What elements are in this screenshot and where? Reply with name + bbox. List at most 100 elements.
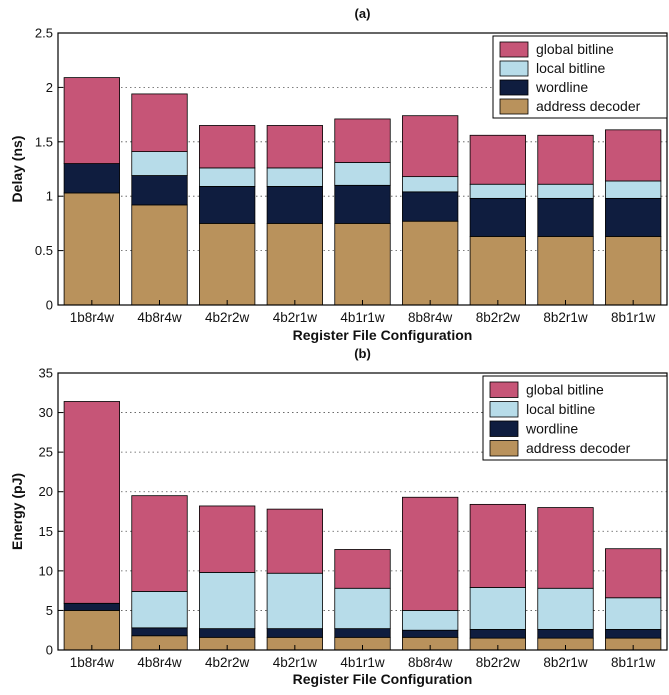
delay-bar-address-decoder (266, 222, 323, 306)
delay-bar-address-decoder (131, 204, 188, 306)
delay-bar-local-bitline (469, 183, 526, 199)
delay-bar-global-bitline (131, 93, 188, 152)
delay-ytick-label: 0.5 (35, 243, 53, 258)
energy-category-label: 8b2r1w (543, 655, 588, 670)
delay-bar-address-decoder (605, 236, 662, 306)
delay-bar-wordline (605, 197, 662, 237)
energy-category-label: 8b2r2w (476, 655, 521, 670)
energy-x-axis-label: Register File Configuration (293, 671, 473, 687)
energy-category-label: 4b1r1w (340, 655, 385, 670)
energy-bar-wordline (266, 628, 323, 638)
delay-ytick-label: 1.5 (35, 134, 53, 149)
delay-bar-address-decoder (402, 220, 459, 306)
delay-legend-swatch (499, 41, 529, 58)
energy-bar-global-bitline (402, 496, 459, 611)
energy-bar-wordline (469, 629, 526, 639)
delay-bar-global-bitline (199, 125, 256, 169)
delay-y-axis-label: Delay (ns) (9, 136, 25, 203)
energy-axes-frame (57, 372, 668, 651)
energy-ytick-label: 15 (39, 524, 53, 539)
delay-bar-global-bitline (402, 115, 459, 178)
delay-legend-label: address decoder (536, 98, 641, 114)
energy-legend-label: local bitline (526, 401, 595, 417)
energy-ytick-label: 0 (46, 643, 53, 658)
energy-category-label: 1b8r4w (70, 655, 115, 670)
delay-bar-local-bitline (266, 167, 323, 187)
delay-ytick-label: 1 (46, 189, 53, 204)
energy-bar-local-bitline (605, 597, 662, 630)
delay-bar-address-decoder (537, 236, 594, 306)
delay-bar-global-bitline (469, 134, 526, 185)
delay-bar-local-bitline (131, 151, 188, 176)
delay-bar-wordline (402, 191, 459, 222)
energy-ytick-label: 20 (39, 484, 53, 499)
energy-bar-local-bitline (469, 587, 526, 630)
delay-bar-wordline (334, 184, 391, 224)
delay-bar-local-bitline (537, 183, 594, 199)
delay-bar-wordline (199, 186, 256, 224)
energy-bar-wordline (63, 602, 120, 611)
delay-ytick-label: 0 (46, 298, 53, 313)
energy-category-label: 4b2r2w (205, 655, 250, 670)
delay-bar-global-bitline (334, 118, 391, 163)
delay-bar-local-bitline (402, 176, 459, 193)
delay-bar-global-bitline (605, 129, 662, 182)
delay-legend-swatch (499, 60, 529, 77)
delay-bar-address-decoder (469, 236, 526, 306)
delay-bar-wordline (131, 175, 188, 206)
energy-bar-wordline (131, 627, 188, 637)
energy-ytick-label: 10 (39, 563, 53, 578)
delay-panel: (a) 0 0.5 1 1.5 2 2.5 1b8r4w 4b8r4w 4b2r2w 4b2r1w 4… (9, 6, 668, 343)
delay-legend-label: wordline (535, 79, 588, 95)
delay-bar-wordline (63, 163, 120, 194)
energy-bar-global-bitline (334, 549, 391, 589)
delay-category-label: 4b2r1w (273, 310, 318, 325)
delay-category-label: 4b1r1w (340, 310, 385, 325)
delay-legend-label: local bitline (536, 60, 605, 76)
delay-axes-frame (57, 32, 668, 306)
delay-bar-local-bitline (605, 180, 662, 199)
energy-category-label: 8b8r4w (408, 655, 453, 670)
energy-legend-swatch (489, 420, 519, 437)
delay-ytick-label: 2.5 (35, 26, 53, 41)
delay-category-label: 8b2r2w (476, 310, 521, 325)
delay-bar-address-decoder (334, 222, 391, 306)
delay-bar-local-bitline (199, 167, 256, 187)
energy-bar-wordline (605, 629, 662, 639)
delay-category-label: 8b1r1w (611, 310, 656, 325)
delay-bar-global-bitline (63, 77, 120, 164)
energy-legend-swatch (489, 440, 519, 457)
delay-bar-address-decoder (199, 222, 256, 306)
delay-category-label: 4b8r4w (137, 310, 182, 325)
energy-legend-label: wordline (525, 421, 578, 437)
delay-category-label: 1b8r4w (70, 310, 115, 325)
delay-bar-global-bitline (537, 134, 594, 185)
energy-ytick-label: 35 (39, 366, 53, 381)
delay-bar-global-bitline (266, 125, 323, 169)
energy-bar-global-bitline (605, 548, 662, 599)
energy-bar-wordline (402, 629, 459, 638)
energy-bar-global-bitline (131, 495, 188, 592)
energy-bar-global-bitline (469, 503, 526, 588)
delay-bar-wordline (469, 197, 526, 237)
delay-bar-wordline (266, 186, 323, 224)
energy-bar-local-bitline (537, 587, 594, 630)
delay-category-label: 8b2r1w (543, 310, 588, 325)
energy-bar-global-bitline (199, 505, 256, 573)
energy-category-label: 4b2r1w (273, 655, 318, 670)
energy-legend-swatch (489, 381, 519, 398)
energy-bar-global-bitline (63, 401, 120, 604)
energy-bar-local-bitline (334, 587, 391, 630)
energy-category-label: 8b1r1w (611, 655, 656, 670)
energy-legend-swatch (489, 401, 519, 418)
energy-panel: (b) 0 5 10 15 20 25 30 35 1b8r4w 4b8r4w 4b2r2w 4b2r1… (9, 346, 668, 687)
energy-title: (b) (354, 346, 371, 361)
energy-bar-wordline (199, 628, 256, 638)
energy-bar-local-bitline (131, 591, 188, 629)
energy-y-axis-label: Energy (pJ) (9, 473, 25, 550)
delay-bar-local-bitline (334, 162, 391, 186)
delay-title: (a) (355, 6, 371, 21)
delay-bar-address-decoder (63, 192, 120, 306)
delay-category-label: 8b8r4w (408, 310, 453, 325)
